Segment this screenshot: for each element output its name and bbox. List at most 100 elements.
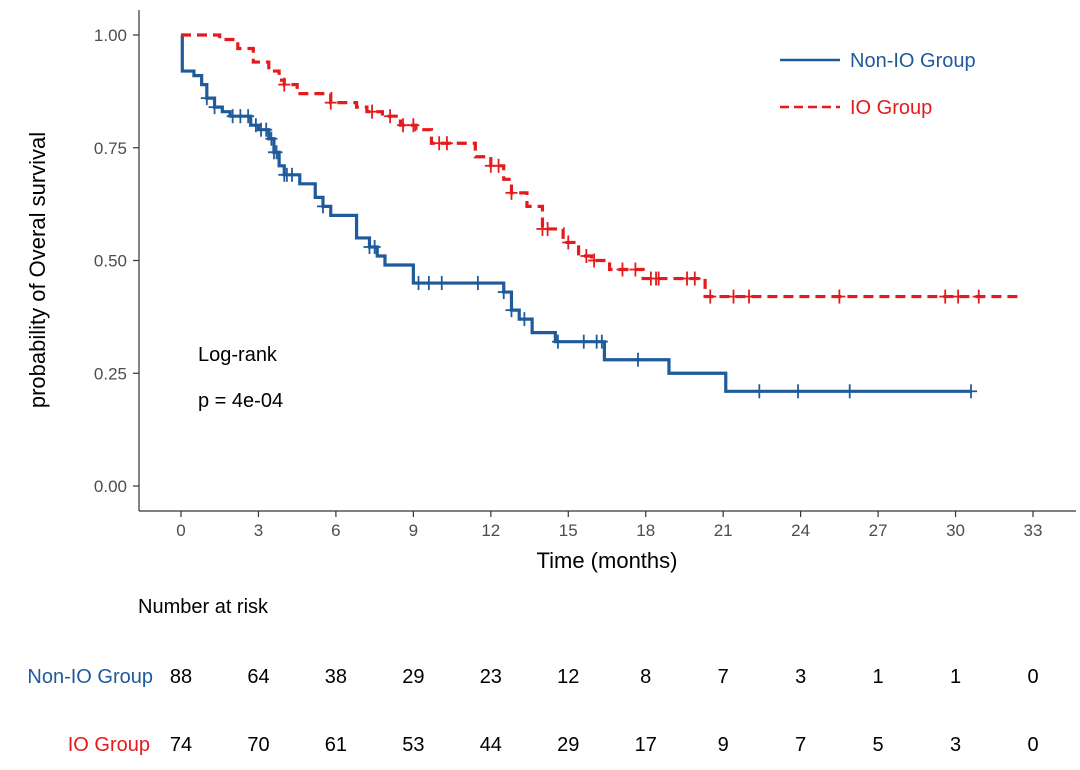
risk-value-cell: 8 [640, 666, 651, 688]
risk-value-cell: 23 [480, 666, 502, 688]
censor-mark [366, 104, 379, 119]
censor-mark [753, 384, 766, 399]
risk-value-cell: 53 [402, 734, 424, 756]
risk-value-cell: 5 [873, 734, 884, 756]
x-ticks: 0 3 6 9 12 15 18 21 24 27 30 33 [176, 511, 1042, 540]
censor-mark [200, 91, 213, 106]
y-tick-label: 0.00 [94, 477, 127, 496]
censor-mark [422, 276, 435, 291]
y-tick-label: 0.75 [94, 139, 127, 158]
risk-value-cell: 44 [480, 734, 502, 756]
risk-value-cell: 64 [247, 666, 269, 688]
risk-value-cell: 17 [635, 734, 657, 756]
risk-value-cell: 0 [1027, 734, 1038, 756]
risk-value-cell: 29 [557, 734, 579, 756]
censor-mark [588, 253, 601, 268]
censor-mark [616, 262, 629, 277]
survival-curve-non-io [180, 33, 972, 393]
censor-mark [965, 384, 978, 399]
censor-mark [505, 303, 518, 318]
x-tick-label: 15 [559, 521, 578, 540]
x-tick-label: 6 [331, 521, 340, 540]
censor-mark [952, 289, 965, 304]
x-tick-label: 27 [869, 521, 888, 540]
risk-value-cell: 0 [1027, 666, 1038, 688]
censor-mark [492, 158, 505, 173]
censor-mark [435, 276, 448, 291]
legend: Non-IO Group IO Group [780, 50, 976, 119]
risk-row-label-io: IO Group [68, 734, 150, 756]
x-axis-title: Time (months) [537, 548, 678, 573]
censor-mark [384, 109, 397, 124]
risk-table: Number at risk Non-IO Group IO Group 88 6… [27, 596, 1038, 756]
risk-row-label-non-io: Non-IO Group [27, 666, 153, 688]
censor-mark [792, 384, 805, 399]
risk-values: 88 64 38 29 23 12 8 7 3 1 1 074 70 61 53 44 29 17 9 7 5 3 0 [170, 666, 1039, 756]
risk-value-cell: 3 [950, 734, 961, 756]
test-label: Log-rank [198, 344, 278, 366]
censor-mark [843, 384, 856, 399]
x-tick-label: 30 [946, 521, 965, 540]
censor-mark [407, 118, 420, 133]
censor-mark [242, 109, 255, 124]
legend-label-io: IO Group [850, 97, 932, 119]
y-tick-label: 1.00 [94, 26, 127, 45]
censor-mark [652, 271, 665, 286]
risk-value-cell: 88 [170, 666, 192, 688]
risk-value-cell: 7 [718, 666, 729, 688]
censor-mark [286, 167, 299, 182]
y-tick-label: 0.50 [94, 252, 127, 271]
censor-mark [278, 77, 291, 92]
censor-mark [412, 276, 425, 291]
censor-mark [704, 289, 717, 304]
x-tick-label: 18 [636, 521, 655, 540]
censor-mark [688, 271, 701, 286]
risk-value-cell: 70 [247, 734, 269, 756]
censor-mark [833, 289, 846, 304]
risk-value-cell: 38 [325, 666, 347, 688]
x-tick-label: 0 [176, 521, 185, 540]
censor-mark [577, 334, 590, 349]
survival-curve-io [181, 33, 1018, 299]
risk-value-cell: 1 [873, 666, 884, 688]
risk-value-cell: 29 [402, 666, 424, 688]
censor-mark [727, 289, 740, 304]
censor-mark [368, 239, 381, 254]
y-ticks: 0.00 0.25 0.50 0.75 1.00 [94, 26, 139, 496]
censor-mark [471, 276, 484, 291]
risk-value-cell: 7 [795, 734, 806, 756]
censor-mark [743, 289, 755, 304]
censor-mark [631, 352, 644, 367]
censor-mark [505, 185, 518, 200]
censor-mark [208, 100, 221, 115]
censor-mark [629, 262, 642, 277]
censor-mark [551, 334, 564, 349]
legend-label-non-io: Non-IO Group [850, 50, 976, 72]
risk-value-cell: 61 [325, 734, 347, 756]
censor-mark [270, 145, 283, 160]
p-value-label: p = 4e-04 [198, 390, 283, 412]
x-tick-label: 12 [481, 521, 500, 540]
censor-mark [440, 136, 453, 151]
censor-mark [497, 285, 510, 300]
y-axis-title: probability of Overal survival [25, 132, 50, 408]
series-layer [180, 33, 1018, 399]
x-tick-label: 3 [254, 521, 263, 540]
censor-mark [541, 221, 554, 236]
risk-value-cell: 3 [795, 666, 806, 688]
censor-mark [580, 248, 593, 263]
censor-mark [972, 289, 985, 304]
risk-value-cell: 9 [718, 734, 729, 756]
censor-mark [265, 131, 278, 146]
y-tick-label: 0.25 [94, 364, 127, 383]
risk-value-cell: 1 [950, 666, 961, 688]
censor-mark [397, 118, 410, 133]
censor-mark [518, 312, 531, 327]
censor-mark [324, 95, 337, 110]
x-tick-label: 24 [791, 521, 810, 540]
x-tick-label: 21 [714, 521, 733, 540]
censor-mark [317, 199, 329, 214]
censor-mark [562, 235, 575, 250]
risk-value-cell: 74 [170, 734, 192, 756]
